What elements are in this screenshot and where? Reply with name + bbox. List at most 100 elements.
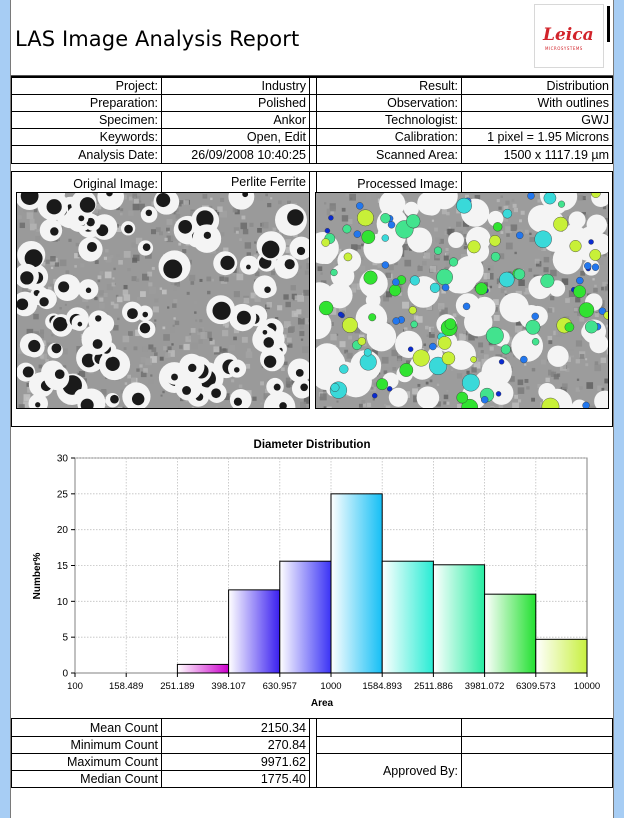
matrix-speckle <box>383 403 387 407</box>
matrix-speckle <box>443 255 449 261</box>
matrix-speckle <box>286 196 290 199</box>
ferrite-grain <box>316 310 332 340</box>
matrix-speckle <box>245 351 253 359</box>
classified-particle <box>525 319 541 335</box>
graphite-nodule <box>85 287 92 293</box>
matrix-speckle <box>299 325 304 330</box>
matrix-speckle <box>166 235 174 243</box>
matrix-speckle <box>112 277 115 280</box>
matrix-speckle <box>136 296 141 301</box>
matrix-speckle <box>471 367 477 373</box>
ferrite-grain <box>446 340 476 370</box>
ferrite-grain <box>547 345 569 367</box>
original-image-name: Perlite Ferrite <box>230 175 306 189</box>
matrix-speckle <box>580 335 584 339</box>
classified-particle <box>389 284 402 297</box>
matrix-speckle <box>478 350 483 356</box>
matrix-speckle <box>119 212 123 216</box>
matrix-speckle <box>454 392 457 395</box>
matrix-speckle <box>245 363 251 369</box>
matrix-speckle <box>500 195 503 198</box>
matrix-speckle <box>91 207 99 214</box>
matrix-speckle <box>285 377 290 382</box>
matrix-speckle <box>183 343 190 351</box>
matrix-speckle <box>330 210 334 215</box>
matrix-speckle <box>446 401 450 405</box>
matrix-speckle <box>383 295 390 302</box>
matrix-speckle <box>98 290 104 296</box>
matrix-speckle <box>143 368 148 373</box>
matrix-speckle <box>300 316 304 320</box>
matrix-speckle <box>59 259 67 267</box>
ferrite-grain <box>365 292 381 308</box>
matrix-speckle <box>103 293 108 298</box>
matrix-speckle <box>161 289 167 295</box>
classified-particle <box>361 230 376 244</box>
matrix-speckle <box>148 286 156 294</box>
matrix-speckle <box>122 335 130 343</box>
graphite-nodule <box>284 259 295 270</box>
chart-xtick-label: 398.107 <box>211 681 245 692</box>
matrix-speckle <box>478 342 484 348</box>
matrix-speckle <box>370 386 374 390</box>
matrix-speckle <box>199 319 203 323</box>
matrix-speckle <box>539 263 542 266</box>
matrix-speckle <box>577 312 581 316</box>
matrix-speckle <box>426 304 432 311</box>
matrix-speckle <box>594 313 599 318</box>
matrix-speckle <box>64 226 72 233</box>
classified-particle <box>462 302 471 311</box>
matrix-speckle <box>435 401 441 407</box>
matrix-speckle <box>580 270 586 276</box>
classified-particle <box>513 268 526 280</box>
matrix-speckle <box>285 381 292 387</box>
classified-particle <box>531 338 540 346</box>
matrix-speckle <box>596 257 604 265</box>
matrix-speckle <box>345 352 353 359</box>
graphite-nodule <box>79 197 96 213</box>
matrix-speckle <box>266 301 272 308</box>
matrix-speckle <box>291 310 299 318</box>
matrix-speckle <box>456 221 462 227</box>
matrix-speckle <box>194 311 197 314</box>
matrix-speckle <box>305 318 309 325</box>
matrix-speckle <box>131 377 137 382</box>
approved-by-signature-field[interactable] <box>462 754 612 787</box>
matrix-speckle <box>430 327 438 335</box>
matrix-speckle <box>238 384 243 388</box>
classified-particle <box>376 378 389 391</box>
matrix-speckle <box>435 252 442 259</box>
chart-xtick-label: 1584.893 <box>362 681 402 692</box>
matrix-speckle <box>135 237 143 245</box>
matrix-speckle <box>498 282 503 288</box>
matrix-speckle <box>290 285 296 291</box>
matrix-speckle <box>116 206 120 211</box>
matrix-speckle <box>288 343 293 348</box>
matrix-speckle <box>164 237 168 241</box>
graphite-nodule <box>233 397 243 406</box>
matrix-speckle <box>573 307 578 312</box>
classified-particle <box>437 336 452 350</box>
matrix-speckle <box>417 383 421 387</box>
matrix-speckle <box>144 252 152 259</box>
matrix-speckle <box>154 352 158 356</box>
matrix-speckle <box>384 360 392 368</box>
matrix-speckle <box>105 256 112 263</box>
matrix-speckle <box>231 379 235 383</box>
matrix-speckle <box>116 253 120 258</box>
graphite-nodule <box>261 240 280 259</box>
matrix-speckle <box>524 378 529 383</box>
matrix-speckle <box>75 242 80 247</box>
ferrite-grain <box>481 356 512 387</box>
preparation-label: Preparation: <box>89 96 158 110</box>
classified-particle <box>598 307 607 315</box>
matrix-speckle <box>602 206 607 210</box>
matrix-speckle <box>115 294 119 298</box>
matrix-speckle <box>179 345 183 349</box>
matrix-speckle <box>543 267 549 273</box>
scanned-area-value: 1500 x 1117.19 µm <box>503 148 609 162</box>
matrix-speckle <box>404 213 408 216</box>
matrix-speckle <box>502 215 509 222</box>
matrix-speckle <box>489 346 494 351</box>
matrix-speckle <box>575 340 583 347</box>
